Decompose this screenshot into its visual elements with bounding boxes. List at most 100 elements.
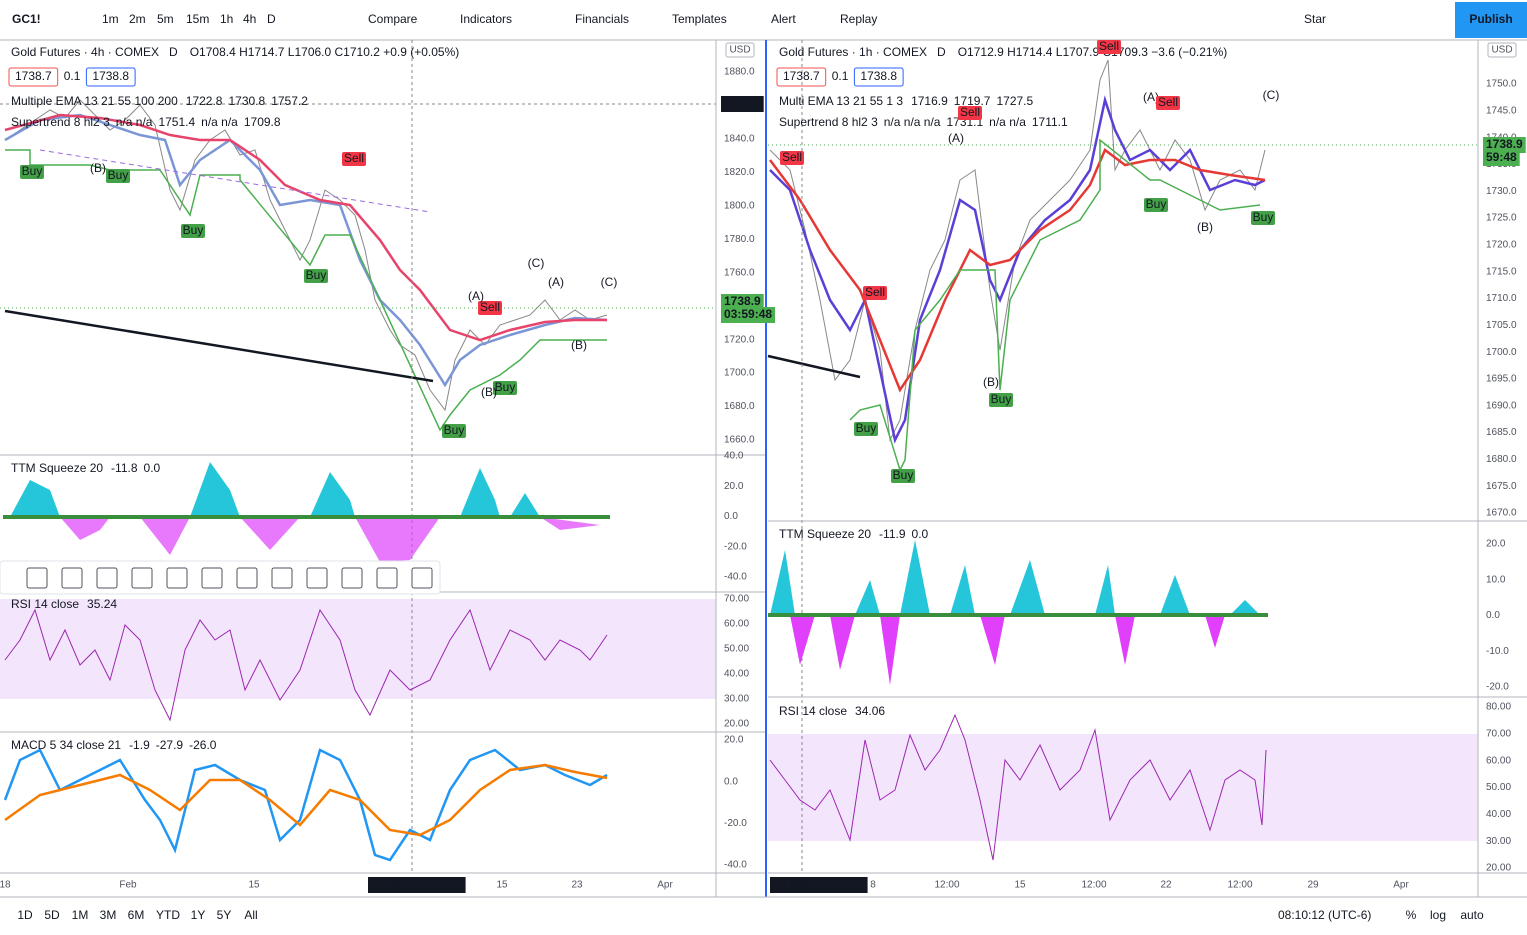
signal-sell xyxy=(1156,96,1180,110)
price-tick-label: 1715.0 xyxy=(1486,266,1517,277)
range-button[interactable]: 1D xyxy=(17,908,33,922)
drawing-tool[interactable] xyxy=(201,567,223,589)
signal-sell xyxy=(1097,40,1121,54)
publish-text[interactable]: Publish xyxy=(1469,12,1512,26)
toolbar-button[interactable]: Indicators xyxy=(460,12,512,26)
price-tick-label: 0.0 xyxy=(1486,610,1500,621)
interval[interactable]: 5m xyxy=(157,12,174,26)
range-button[interactable]: 5D xyxy=(44,908,60,922)
scale-option[interactable]: log xyxy=(1430,908,1446,922)
interval[interactable]: 4h xyxy=(243,12,256,26)
indicator-name: TTM Squeeze 20 xyxy=(11,461,103,475)
wave-label: (B) xyxy=(983,375,999,389)
price-tick-label: 0.0 xyxy=(724,511,738,522)
drawing-tool[interactable] xyxy=(341,567,363,589)
drawing-tool[interactable] xyxy=(131,567,153,589)
signal-text: Buy xyxy=(991,392,1012,406)
range-button[interactable]: 5Y xyxy=(217,908,232,922)
interval[interactable]: 1h xyxy=(220,12,233,26)
interval[interactable]: D xyxy=(267,12,276,26)
signal-sell xyxy=(780,151,804,165)
range-button[interactable]: YTD xyxy=(156,908,180,922)
layout-name[interactable]: Star xyxy=(1304,12,1326,26)
time-tick-label: 29 xyxy=(1307,880,1319,891)
price-tick-label: 1705.0 xyxy=(1486,320,1517,331)
countdown xyxy=(721,307,776,323)
signal-text: Buy xyxy=(444,423,465,437)
drawing-tool[interactable] xyxy=(411,567,433,589)
wave-label: (B) xyxy=(1197,220,1213,234)
price-tick-label: 1695.0 xyxy=(1486,374,1517,385)
drawing-tool[interactable] xyxy=(96,567,118,589)
price-tick-label: -40.0 xyxy=(724,860,747,871)
range-button[interactable]: 1M xyxy=(72,908,89,922)
price-tick-label: -20.0 xyxy=(724,818,747,829)
drawing-tool[interactable] xyxy=(376,567,398,589)
price-tick-label: 1700.0 xyxy=(724,368,755,379)
interval[interactable]: 1m xyxy=(102,12,119,26)
wave-label: (A) xyxy=(1143,90,1159,104)
drawing-tool[interactable] xyxy=(236,567,258,589)
toolbar-button[interactable]: Compare xyxy=(368,12,418,26)
signal-text: Sell xyxy=(1158,95,1178,109)
signal-buy xyxy=(1144,198,1168,212)
supertrend-line xyxy=(849,138,1261,473)
rsi-line xyxy=(769,713,1267,861)
time-tick-label: 12:00 xyxy=(934,880,959,891)
ask-box xyxy=(85,67,136,87)
toolbar-button[interactable]: Financials xyxy=(575,12,629,26)
rsi-band xyxy=(768,734,1478,841)
scale-option[interactable]: % xyxy=(1406,908,1417,922)
ttm-hist xyxy=(10,462,540,517)
price-tick-label: 1760.0 xyxy=(724,267,755,278)
crosshair-time-text: 03 Mar '21 16:00 xyxy=(371,877,463,891)
range-button[interactable]: All xyxy=(244,908,257,922)
supertrend-line xyxy=(5,149,607,432)
range-button[interactable]: 3M xyxy=(100,908,117,922)
range-button[interactable]: 6M xyxy=(128,908,145,922)
price-tick-label: 1720.0 xyxy=(724,334,755,345)
trend-line xyxy=(767,354,861,379)
interval[interactable]: 2m xyxy=(129,12,146,26)
signal-text: Buy xyxy=(306,268,327,282)
price-tick-label: 1685.0 xyxy=(1486,427,1517,438)
indicator-value: 1751.4 xyxy=(158,115,195,129)
price-tick-label: 40.0 xyxy=(724,451,744,462)
drawing-tool[interactable] xyxy=(271,567,293,589)
drawing-tool[interactable] xyxy=(61,567,83,589)
indicator-value: -27.9 xyxy=(156,738,184,752)
price-tick-label: 1680.0 xyxy=(724,401,755,412)
drawing-tool[interactable] xyxy=(306,567,328,589)
trend-line xyxy=(39,149,431,213)
toolbar-button[interactable]: Templates xyxy=(672,12,727,26)
publish-button[interactable] xyxy=(1455,2,1527,38)
time-tick-label: 15 xyxy=(1014,880,1026,891)
ema-line xyxy=(769,95,1266,444)
range-button[interactable]: 1Y xyxy=(191,908,206,922)
indicator-name: Multiple EMA 13 21 55 100 200 xyxy=(11,94,178,108)
time-tick-label: 23 xyxy=(571,880,583,891)
scale-option[interactable]: auto xyxy=(1460,908,1484,922)
signal-text: Buy xyxy=(856,421,877,435)
indicator-value: 34.06 xyxy=(855,704,885,718)
ema-line xyxy=(4,113,608,388)
indicator-name: RSI 14 close xyxy=(11,597,79,611)
price-tick-label: 50.00 xyxy=(1486,782,1511,793)
countdown-text: 03:59:48 xyxy=(724,307,772,321)
toolbar-button[interactable]: Replay xyxy=(840,12,877,26)
price-tick-label: 1730.0 xyxy=(1486,186,1517,197)
indicator-value: n/a n/a xyxy=(989,115,1026,129)
indicator-value: 1716.9 xyxy=(911,94,948,108)
interval[interactable]: 15m xyxy=(186,12,209,26)
price-line xyxy=(4,99,608,412)
price-tick-label: 1745.0 xyxy=(1486,105,1517,116)
drawing-tool[interactable] xyxy=(166,567,188,589)
toolbar-button[interactable]: Alert xyxy=(771,12,796,26)
drawing-tool[interactable] xyxy=(26,567,48,589)
signal-text: Buy xyxy=(893,468,914,482)
price-tick-label: 1800.0 xyxy=(724,200,755,211)
price-tick-label: 1675.0 xyxy=(1486,481,1517,492)
signal-sell xyxy=(958,106,982,120)
signal-sell xyxy=(863,286,887,300)
